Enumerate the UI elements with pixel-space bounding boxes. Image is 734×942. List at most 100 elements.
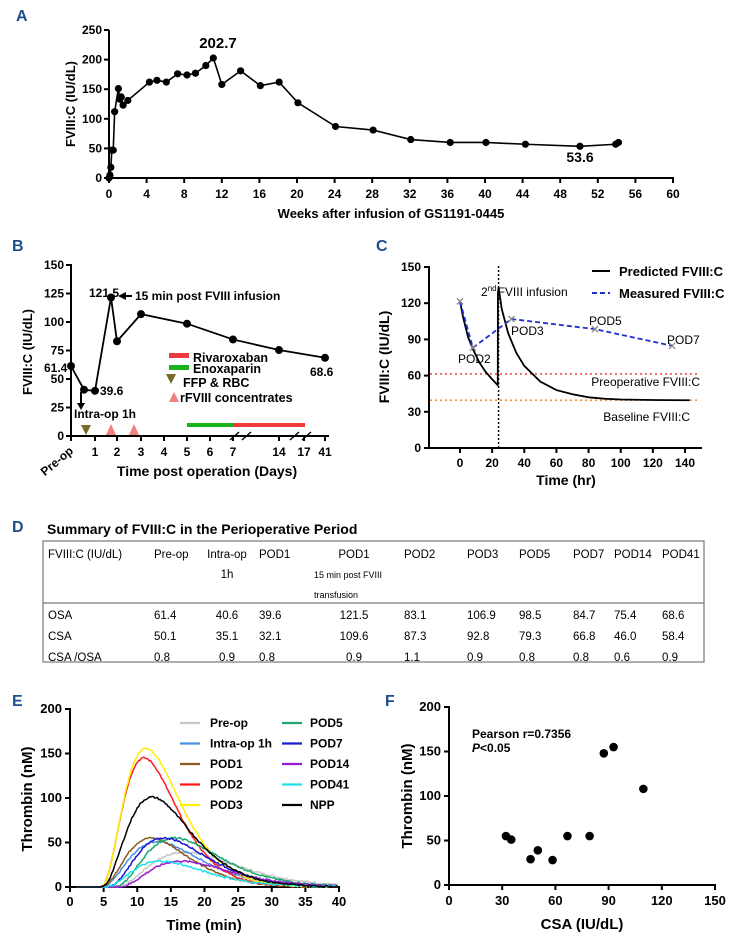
x-tick-label: 41 [318,445,332,459]
legend-swatch-ffp-rbc-triangle-down-icon [166,374,176,384]
y-tick-label: 150 [40,746,62,761]
y-tick-label: 50 [48,835,62,850]
y-tick-label: 100 [82,112,102,126]
point-label-pod7: POD7 [667,333,700,347]
data-point [124,96,132,105]
x-tick-label: 20 [485,456,499,470]
data-point [106,171,114,179]
y-tick-label: 0 [434,877,441,892]
panel-letter-d: D [12,519,24,536]
annotation-min: 53.6 [566,149,593,165]
x-tick-label: 30 [495,893,509,908]
x-tick-label: 100 [611,456,631,470]
y-tick-label: 125 [44,287,64,301]
x-tick-label: 14 [272,445,286,459]
x-tick-label: 4 [161,445,168,459]
panel-letter-a: A [16,8,28,25]
table-cell: 0.8 [154,652,170,664]
x-tick-label: 120 [643,456,663,470]
legend-label-pod1: POD1 [210,757,243,771]
event-enoxaparin-bar [187,423,234,427]
panel-letter-b: B [12,238,24,255]
table-header-cell: 1h [221,569,234,581]
table-cell: 58.4 [662,631,685,643]
table-cell: 61.4 [154,610,177,622]
data-point-marker [668,342,676,350]
panel-f-chart: 0 50 100 150 200 0 30 60 90 120 150 CSA (IU/dL) Thro… [399,699,726,933]
data-point-pre-op [67,362,75,371]
x-tick-label: 8 [181,187,188,201]
y-axis-title: FVIII:C (IU/dL) [376,311,392,404]
y-tick-label: 25 [51,401,65,415]
data-point [162,78,170,86]
annotation-pod1: 39.6 [100,384,124,398]
legend-label-rfviii: rFVIII concentrates [180,391,293,405]
table-cell: 50.1 [154,631,176,643]
data-point [526,854,535,864]
table-cell: 66.8 [573,631,595,643]
x-tick-label: 32 [403,187,417,201]
y-tick-label: 90 [408,332,422,346]
panel-c-chart: 0 30 60 90 120 150 0 20 40 60 80 100 120 140 Time (hr)… [376,260,725,488]
table-cell: 0.8 [519,652,535,664]
x-tick-label: 15 [164,894,178,909]
series-line-predicted [459,287,690,402]
table-cell: 106.9 [467,610,496,622]
event-rfviii-marker [129,424,139,435]
x-axis-title: CSA (IU/dL) [541,916,624,933]
series-line-pod41 [76,859,338,889]
legend-label-ffp-rbc: FFP & RBC [183,376,249,390]
y-tick-label: 30 [408,405,422,419]
x-tick-label: 90 [601,893,615,908]
data-point [145,78,154,86]
data-point [109,146,117,154]
data-point [117,93,125,101]
table-cell: 39.6 [259,610,281,622]
data-point [614,138,623,147]
data-point [209,54,217,62]
data-point [183,71,191,79]
legend-label-pod3: POD3 [210,798,243,812]
annotation-pod41: 68.6 [310,365,334,379]
legend-label-predicted: Predicted FVIII:C [619,264,724,279]
point-label-pod3: POD3 [511,324,544,338]
x-tick-label: 5 [184,445,191,459]
data-point-marker [469,344,477,352]
x-tick-label: 56 [629,187,643,201]
label-part: 2 [481,285,488,299]
x-tick-label: 60 [548,893,562,908]
x-tick-label: 0 [445,893,452,908]
data-point [237,67,245,75]
x-tick-label: 6 [207,445,214,459]
y-tick-label: 50 [427,833,441,848]
data-point [563,831,572,841]
table-cell: 0.8 [573,652,589,664]
data-point [407,135,415,144]
x-tick-label: 16 [253,187,267,201]
table-header-cell: FVIII:C (IU/dL) [48,549,122,561]
label-part: FVIII infusion [498,285,568,299]
table-cell: 0.9 [662,652,678,664]
x-tick-label: 80 [582,456,596,470]
event-rfviii-marker [106,424,116,435]
data-point-marker [507,315,515,323]
x-tick-label: 5 [100,894,107,909]
data-point [275,78,283,86]
annotation-peak: 202.7 [199,35,237,52]
label-sup: nd [488,284,497,293]
table-header-cell: POD1 [259,549,290,561]
data-point [256,82,264,90]
data-point-marker [456,297,464,305]
series-line-measured [459,301,673,350]
table-cell: OSA [48,610,73,622]
y-tick-label: 0 [95,171,102,185]
y-tick-label: 75 [51,344,65,358]
event-rivaroxaban-bar [234,423,305,427]
legend-label-pod41: POD41 [310,778,350,792]
y-tick-label: 100 [44,315,64,329]
data-point [576,142,584,150]
point-label-pod5: POD5 [589,314,622,328]
data-point-pod1 [91,386,99,395]
y-tick-label: 0 [57,429,64,443]
